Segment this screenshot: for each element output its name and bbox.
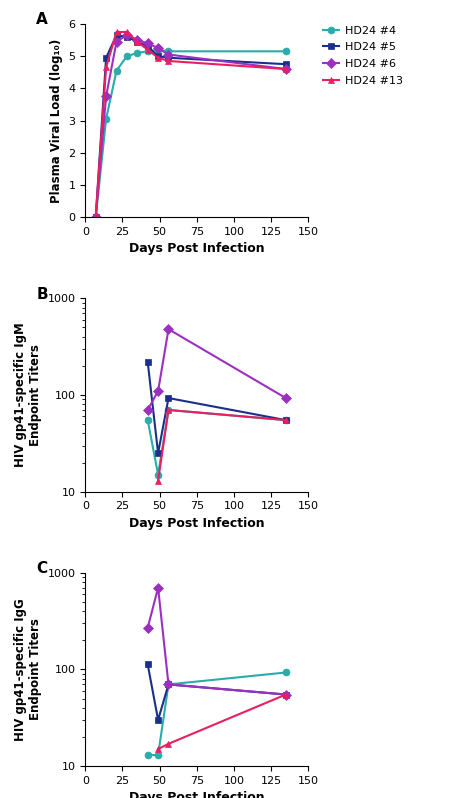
HD24 #4 [155,45,161,54]
Line: HD24 #6: HD24 #6 [144,326,289,413]
Line: HD24 #13: HD24 #13 [155,691,289,753]
Line: HD24 #5: HD24 #5 [144,358,289,456]
HD24 #13 [283,415,289,425]
Text: A: A [36,12,48,27]
HD24 #4 [135,48,140,57]
HD24 #13 [103,62,109,72]
HD24 #13 [283,65,289,74]
HD24 #4 [283,668,289,678]
HD24 #5 [145,41,151,51]
Line: HD24 #4: HD24 #4 [144,669,289,759]
HD24 #6 [93,212,99,222]
HD24 #13 [135,37,140,46]
HD24 #4 [93,212,99,222]
Text: B: B [36,286,48,302]
HD24 #6 [155,386,161,396]
Line: HD24 #13: HD24 #13 [155,406,289,484]
HD24 #5 [145,659,151,669]
HD24 #5 [155,51,161,61]
Line: HD24 #5: HD24 #5 [144,661,289,724]
HD24 #5 [135,37,140,46]
HD24 #13 [165,739,171,749]
Line: HD24 #6: HD24 #6 [92,32,289,221]
HD24 #6 [283,689,289,699]
HD24 #4 [283,46,289,56]
HD24 #6 [283,65,289,74]
Line: HD24 #4: HD24 #4 [144,406,289,478]
HD24 #13 [124,27,130,37]
HD24 #6 [145,405,151,415]
HD24 #4 [155,470,161,480]
Y-axis label: HIV gp41-specific IgG
Endpoint Titers: HIV gp41-specific IgG Endpoint Titers [14,598,42,741]
HD24 #6 [283,393,289,403]
HD24 #4 [114,66,119,76]
X-axis label: Days Post Infection: Days Post Infection [129,243,264,255]
X-axis label: Days Post Infection: Days Post Infection [129,517,264,530]
Line: HD24 #5: HD24 #5 [92,32,289,221]
HD24 #5 [145,358,151,367]
HD24 #13 [155,53,161,62]
HD24 #5 [165,53,171,62]
HD24 #5 [165,393,171,403]
HD24 #4 [283,415,289,425]
HD24 #5 [114,30,119,40]
HD24 #6 [165,49,171,59]
Line: HD24 #6: HD24 #6 [144,584,289,698]
HD24 #13 [145,45,151,54]
HD24 #13 [165,56,171,65]
HD24 #6 [165,680,171,689]
HD24 #13 [93,212,99,222]
HD24 #6 [145,38,151,48]
HD24 #5 [155,448,161,458]
HD24 #6 [124,30,130,40]
HD24 #13 [283,689,289,699]
Text: C: C [36,561,47,576]
HD24 #4 [165,405,171,415]
Line: HD24 #4: HD24 #4 [92,46,289,221]
Y-axis label: HIV gp41-specific IgM
Endpoint Titers: HIV gp41-specific IgM Endpoint Titers [14,322,42,468]
HD24 #4 [155,750,161,760]
Y-axis label: Plasma Viral Load (log₁₀): Plasma Viral Load (log₁₀) [50,38,63,203]
HD24 #13 [155,476,161,485]
HD24 #13 [114,27,119,37]
Legend: HD24 #4, HD24 #5, HD24 #6, HD24 #13: HD24 #4, HD24 #5, HD24 #6, HD24 #13 [323,26,403,85]
HD24 #4 [145,415,151,425]
HD24 #5 [283,59,289,69]
HD24 #13 [165,405,171,415]
HD24 #4 [165,46,171,56]
HD24 #5 [103,53,109,62]
HD24 #6 [145,623,151,633]
HD24 #13 [155,745,161,754]
HD24 #6 [103,92,109,101]
Line: HD24 #13: HD24 #13 [92,29,289,221]
HD24 #4 [124,51,130,61]
HD24 #6 [165,325,171,334]
HD24 #5 [124,32,130,41]
HD24 #5 [155,715,161,725]
HD24 #4 [145,750,151,760]
HD24 #5 [283,689,289,699]
X-axis label: Days Post Infection: Days Post Infection [129,792,264,798]
HD24 #6 [155,43,161,53]
HD24 #4 [103,114,109,124]
HD24 #6 [114,37,119,46]
HD24 #5 [93,212,99,222]
HD24 #4 [165,680,171,689]
HD24 #5 [165,680,171,689]
HD24 #5 [283,415,289,425]
HD24 #4 [145,46,151,56]
HD24 #6 [135,35,140,45]
HD24 #6 [155,583,161,593]
